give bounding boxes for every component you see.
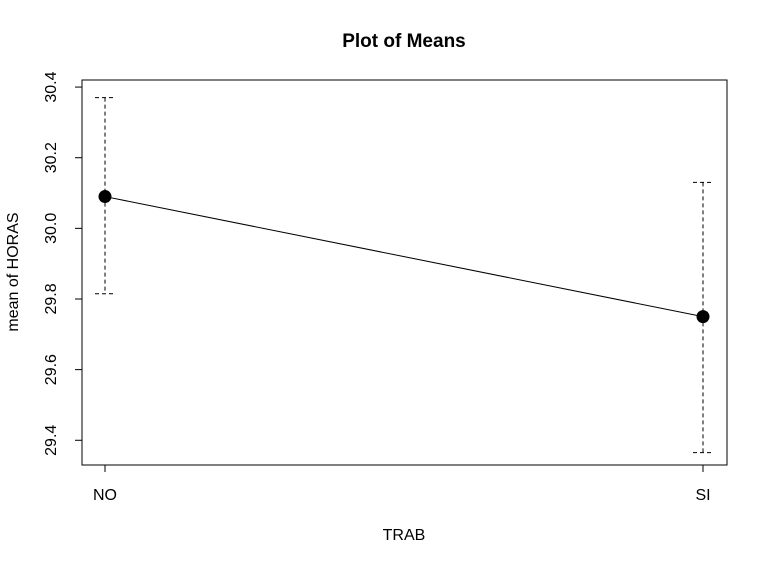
y-tick-label: 30.4 (43, 71, 60, 102)
chart-title: Plot of Means (342, 31, 466, 52)
x-tick-label: NO (93, 487, 117, 504)
y-tick-label: 29.6 (43, 354, 60, 385)
y-tick-label: 29.4 (43, 425, 60, 456)
x-tick-label: SI (695, 487, 710, 504)
mean-point (696, 310, 710, 324)
y-tick-label: 30.2 (43, 142, 60, 173)
plot-frame (81, 79, 728, 466)
x-axis: NO SI (93, 464, 711, 504)
y-tick-label: 30.0 (43, 213, 60, 244)
mean-line (104, 196, 704, 318)
mean-point (98, 190, 112, 204)
y-axis-label: mean of HORAS (5, 212, 22, 331)
x-axis-label: TRAB (383, 527, 426, 544)
y-axis: 29.4 29.6 29.8 30.0 30.2 30.4 (43, 71, 83, 456)
series-marks (95, 97, 713, 454)
y-tick-label: 29.8 (43, 283, 60, 314)
